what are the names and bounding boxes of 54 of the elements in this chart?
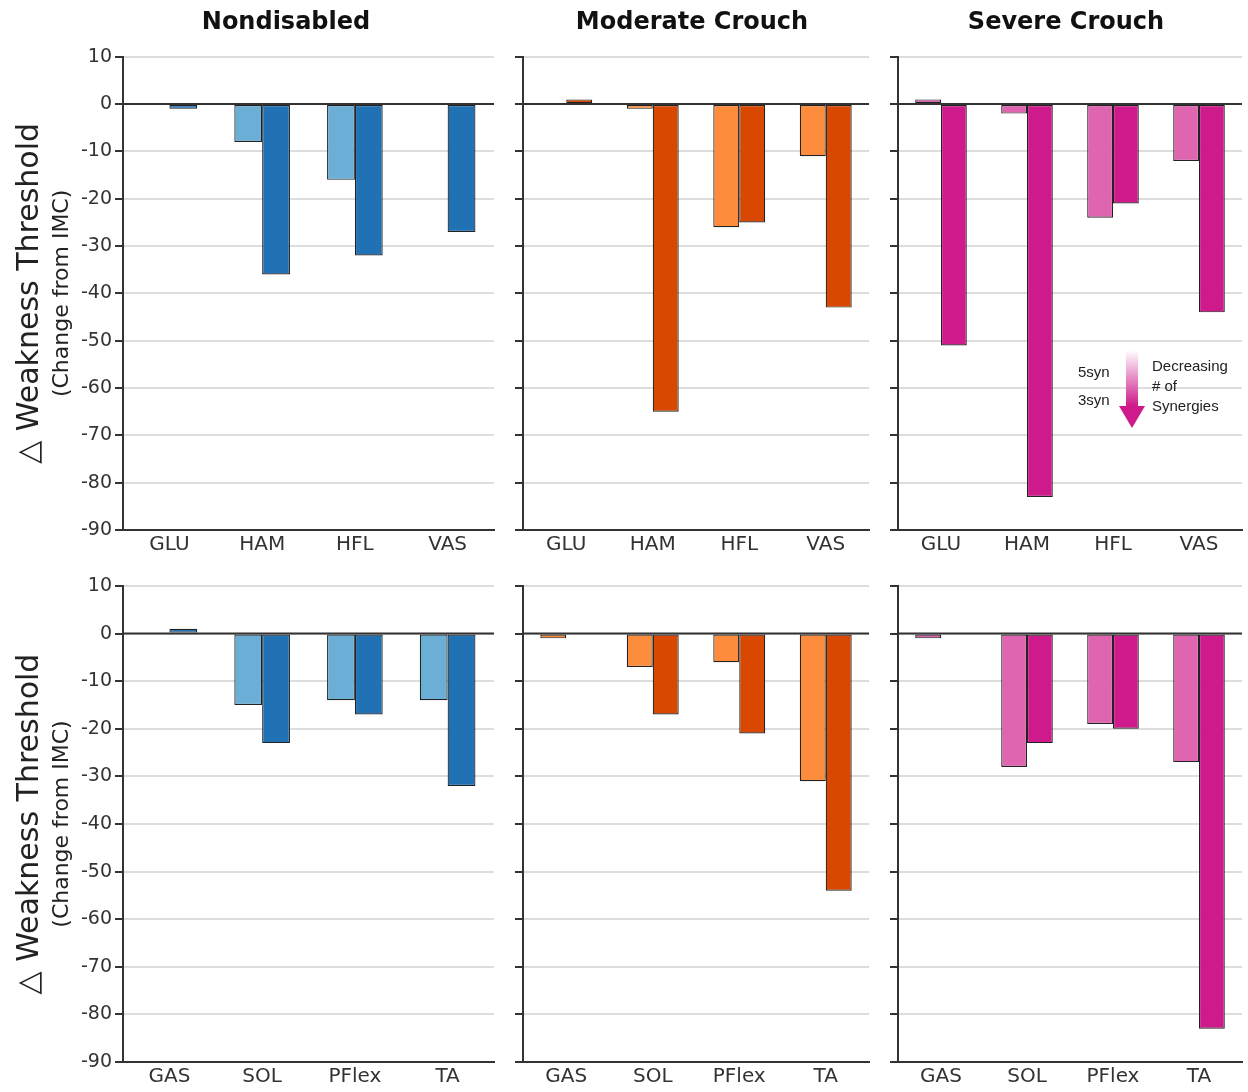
annotation: 3syn bbox=[1078, 390, 1110, 410]
y-tick-label: 10 bbox=[87, 43, 113, 66]
x-tick-label: GLU bbox=[920, 531, 962, 556]
x-tick-label: TA bbox=[434, 1063, 461, 1088]
y-axis-title: △ Weakness Threshold (Change from IMC) bbox=[9, 122, 73, 464]
x-tick-label: GAS bbox=[545, 1063, 588, 1088]
y-tick-label: 10 bbox=[87, 572, 113, 595]
x-tick-label: HFL bbox=[720, 531, 759, 556]
annotation: Decreasing # of Synergies bbox=[1152, 356, 1229, 416]
y-tick-label: -20 bbox=[80, 715, 113, 738]
y-tick-label: -50 bbox=[80, 858, 113, 881]
y-tick-label: -50 bbox=[80, 327, 113, 350]
x-tick-label: TA bbox=[812, 1063, 839, 1088]
y-tick-label: -10 bbox=[80, 668, 113, 691]
x-tick-label: GAS bbox=[920, 1063, 962, 1088]
x-tick-label: PFlex bbox=[712, 1063, 766, 1088]
x-tick-label: SOL bbox=[632, 1063, 674, 1088]
x-tick-label: TA bbox=[1185, 1063, 1212, 1088]
y-tick-label: -70 bbox=[80, 953, 113, 976]
x-tick-label: VAS bbox=[428, 531, 468, 556]
x-tick-label: SOL bbox=[1007, 1063, 1048, 1088]
x-tick-label: PFlex bbox=[328, 1063, 382, 1088]
y-tick-label: -60 bbox=[80, 374, 113, 397]
x-tick-label: SOL bbox=[242, 1063, 283, 1088]
x-tick-label: PFlex bbox=[1086, 1063, 1140, 1088]
x-tick-label: VAS bbox=[806, 531, 846, 556]
y-tick-label: -40 bbox=[80, 280, 113, 303]
y-tick-label: -80 bbox=[80, 1001, 113, 1024]
chart-title: Moderate Crouch bbox=[575, 6, 809, 35]
x-tick-label: GLU bbox=[149, 531, 190, 556]
x-tick-label: HAM bbox=[629, 531, 676, 556]
x-tick-label: GLU bbox=[546, 531, 587, 556]
y-tick-label: -30 bbox=[80, 233, 113, 256]
y-tick-label: 0 bbox=[99, 620, 113, 643]
y-tick-label: -90 bbox=[80, 516, 113, 539]
x-tick-label: HFL bbox=[1094, 531, 1133, 556]
y-tick-label: -80 bbox=[80, 469, 113, 492]
y-tick-label: -60 bbox=[80, 906, 113, 929]
chart-title: Nondisabled bbox=[201, 6, 371, 35]
x-tick-label: HFL bbox=[336, 531, 375, 556]
x-tick-label: HAM bbox=[239, 531, 286, 556]
x-tick-label: GAS bbox=[148, 1063, 191, 1088]
annotation: 5syn bbox=[1078, 362, 1110, 382]
y-tick-label: -30 bbox=[80, 763, 113, 786]
y-tick-label: -70 bbox=[80, 422, 113, 445]
x-tick-label: HAM bbox=[1004, 531, 1050, 556]
y-axis-title: △ Weakness Threshold (Change from IMC) bbox=[9, 653, 73, 995]
y-tick-label: -40 bbox=[80, 810, 113, 833]
y-tick-label: -90 bbox=[80, 1048, 113, 1071]
y-tick-label: -20 bbox=[80, 185, 113, 208]
y-tick-label: -10 bbox=[80, 138, 113, 161]
x-tick-label: VAS bbox=[1179, 531, 1219, 556]
y-tick-label: 0 bbox=[99, 91, 113, 114]
chart-title: Severe Crouch bbox=[967, 6, 1165, 35]
